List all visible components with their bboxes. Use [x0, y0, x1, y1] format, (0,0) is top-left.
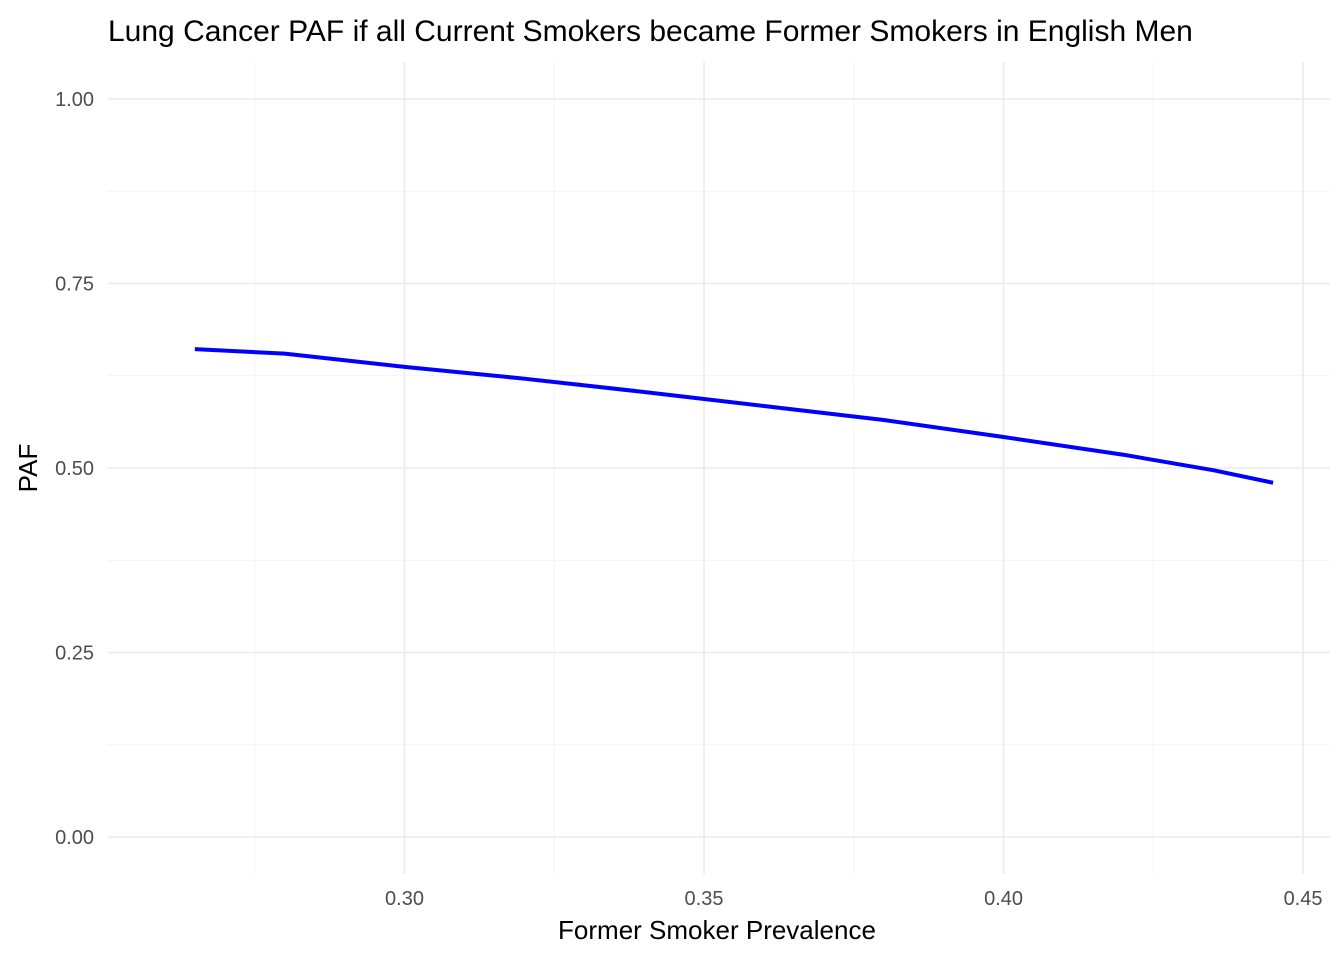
x-tick-label: 0.30 — [385, 888, 424, 910]
minor-gridlines — [108, 62, 1330, 874]
y-tick-label: 1.00 — [55, 89, 94, 111]
y-axis-ticks: 0.00 0.25 0.50 0.75 1.00 — [55, 89, 94, 849]
series-layer — [194, 347, 1274, 485]
x-axis-title: Former Smoker Prevalence — [558, 915, 876, 945]
y-tick-label: 0.50 — [55, 458, 94, 480]
major-gridlines — [108, 62, 1330, 874]
chart-title: Lung Cancer PAF if all Current Smokers b… — [108, 15, 1193, 48]
series-line — [194, 347, 1274, 485]
y-tick-label: 0.25 — [55, 643, 94, 665]
x-tick-label: 0.40 — [984, 888, 1023, 910]
y-tick-label: 0.00 — [55, 827, 94, 849]
x-axis-ticks: 0.30 0.35 0.40 0.45 — [385, 888, 1322, 910]
y-axis-title: PAF — [13, 444, 43, 493]
y-tick-label: 0.75 — [55, 273, 94, 295]
x-tick-label: 0.35 — [685, 888, 724, 910]
x-tick-label: 0.45 — [1284, 888, 1323, 910]
